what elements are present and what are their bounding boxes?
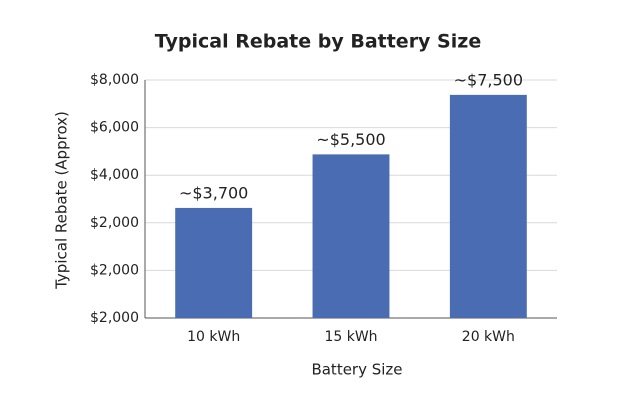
y-tick-label: $2,000: [90, 262, 139, 278]
bar: [449, 94, 527, 318]
value-label: ~$5,500: [316, 130, 385, 149]
y-tick-label: $8,000: [90, 72, 139, 88]
value-label: ~$7,500: [454, 70, 523, 89]
y-tick-label: $2,000: [90, 215, 139, 231]
y-axis-title: Typical Rebate (Approx): [53, 111, 71, 290]
y-tick-label: $2,000: [90, 310, 139, 326]
x-tick-label: 20 kWh: [462, 329, 515, 345]
bar: [312, 154, 390, 318]
chart-title: Typical Rebate by Battery Size: [155, 31, 481, 53]
y-tick-label: $4,000: [90, 167, 139, 183]
x-tick-label: 15 kWh: [324, 329, 377, 345]
value-label: ~$3,700: [179, 183, 248, 202]
bar: [175, 207, 253, 318]
x-tick-label: 10 kWh: [187, 329, 240, 345]
y-tick-label: $6,000: [90, 120, 139, 136]
x-axis-title: Battery Size: [311, 361, 402, 379]
